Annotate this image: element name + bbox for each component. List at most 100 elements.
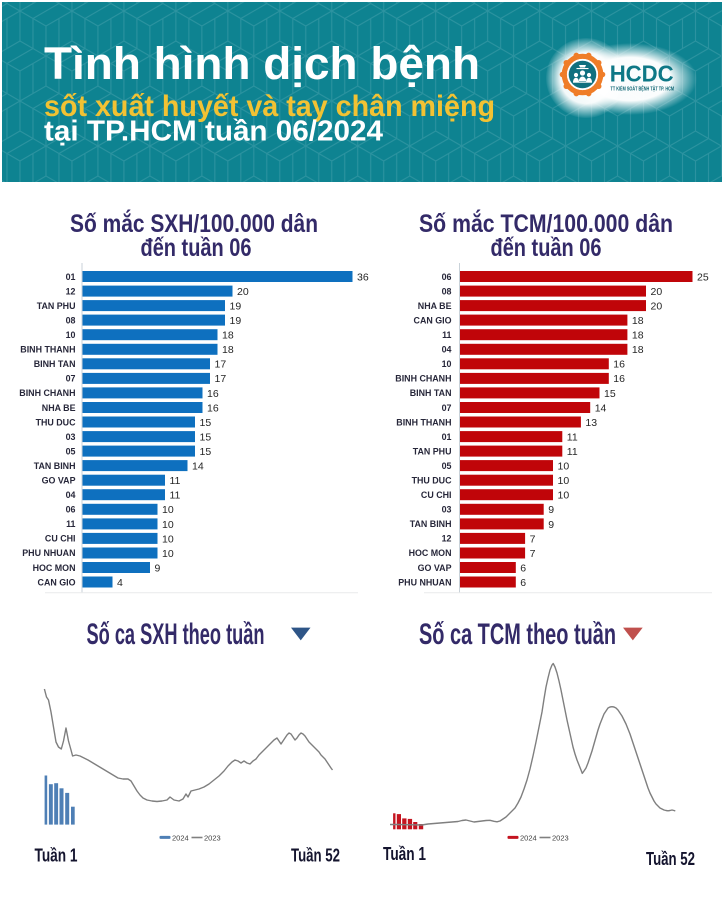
svg-text:GO VAP: GO VAP xyxy=(418,563,452,573)
svg-text:đến tuần 06: đến tuần 06 xyxy=(141,234,252,262)
svg-text:10: 10 xyxy=(558,490,570,502)
svg-text:BINH TAN: BINH TAN xyxy=(410,388,452,398)
svg-text:15: 15 xyxy=(200,417,212,429)
svg-text:NHA BE: NHA BE xyxy=(42,403,76,413)
svg-text:9: 9 xyxy=(548,519,554,531)
svg-text:9: 9 xyxy=(155,562,161,574)
svg-text:7: 7 xyxy=(530,533,536,545)
svg-text:PHU NHUAN: PHU NHUAN xyxy=(398,577,451,587)
svg-text:BINH THANH: BINH THANH xyxy=(396,417,451,427)
svg-text:HOC MON: HOC MON xyxy=(409,548,452,558)
svg-text:6: 6 xyxy=(520,562,526,574)
svg-text:16: 16 xyxy=(613,373,625,385)
svg-text:18: 18 xyxy=(632,344,644,356)
svg-text:2024: 2024 xyxy=(172,834,189,843)
svg-text:15: 15 xyxy=(200,431,212,443)
svg-text:CAN GIO: CAN GIO xyxy=(414,315,452,325)
svg-text:Số ca TCM theo tuần: Số ca TCM theo tuần xyxy=(419,618,616,651)
svg-text:12: 12 xyxy=(442,534,452,544)
svg-text:01: 01 xyxy=(442,432,452,442)
svg-text:10: 10 xyxy=(558,475,570,487)
svg-text:19: 19 xyxy=(230,315,242,327)
svg-text:15: 15 xyxy=(604,388,616,400)
svg-text:Tuần 1: Tuần 1 xyxy=(35,846,78,866)
svg-text:Số ca SXH theo tuần: Số ca SXH theo tuần xyxy=(87,618,265,651)
svg-text:CU CHI: CU CHI xyxy=(45,534,76,544)
svg-text:BINH CHANH: BINH CHANH xyxy=(19,388,75,398)
svg-text:GO VAP: GO VAP xyxy=(42,476,76,486)
svg-text:18: 18 xyxy=(632,315,644,327)
svg-text:BINH TAN: BINH TAN xyxy=(34,359,76,369)
svg-text:01: 01 xyxy=(66,272,76,282)
svg-text:HCDC: HCDC xyxy=(610,61,674,87)
svg-text:05: 05 xyxy=(66,446,76,456)
svg-text:18: 18 xyxy=(222,330,234,342)
svg-text:tại TP.HCM tuần 06/2024: tại TP.HCM tuần 06/2024 xyxy=(44,116,383,148)
svg-text:16: 16 xyxy=(207,402,219,414)
svg-text:2023: 2023 xyxy=(204,834,221,843)
svg-text:06: 06 xyxy=(66,505,76,515)
svg-text:CU CHI: CU CHI xyxy=(421,490,452,500)
svg-text:NHA BE: NHA BE xyxy=(418,301,452,311)
svg-text:TAN BINH: TAN BINH xyxy=(410,519,452,529)
svg-text:04: 04 xyxy=(66,490,76,500)
svg-text:18: 18 xyxy=(222,344,234,356)
svg-text:03: 03 xyxy=(442,505,452,515)
svg-text:PHU NHUAN: PHU NHUAN xyxy=(22,548,75,558)
svg-text:14: 14 xyxy=(192,461,204,473)
svg-text:THU DUC: THU DUC xyxy=(412,476,453,486)
svg-text:13: 13 xyxy=(585,417,597,429)
svg-text:11: 11 xyxy=(170,475,181,487)
svg-text:36: 36 xyxy=(357,271,369,283)
svg-text:08: 08 xyxy=(442,286,452,296)
svg-text:BINH THANH: BINH THANH xyxy=(20,345,75,355)
svg-text:THU DUC: THU DUC xyxy=(36,417,77,427)
svg-text:14: 14 xyxy=(595,402,607,414)
svg-text:10: 10 xyxy=(162,533,174,545)
svg-text:16: 16 xyxy=(613,359,625,371)
svg-text:08: 08 xyxy=(66,315,76,325)
svg-text:11: 11 xyxy=(567,431,578,443)
svg-text:Tình hình dịch bệnh: Tình hình dịch bệnh xyxy=(44,38,480,89)
svg-text:11: 11 xyxy=(170,490,181,502)
svg-text:05: 05 xyxy=(442,461,452,471)
svg-text:đến tuần 06: đến tuần 06 xyxy=(491,234,602,262)
svg-text:20: 20 xyxy=(237,286,249,298)
svg-text:07: 07 xyxy=(442,403,452,413)
svg-text:06: 06 xyxy=(442,272,452,282)
svg-text:10: 10 xyxy=(442,359,452,369)
svg-text:TAN BINH: TAN BINH xyxy=(34,461,76,471)
svg-text:sốt xuất huyết và tay chân miệ: sốt xuất huyết và tay chân miệng xyxy=(44,90,495,123)
svg-text:07: 07 xyxy=(66,374,76,384)
svg-text:4: 4 xyxy=(117,577,123,589)
svg-text:20: 20 xyxy=(651,286,663,298)
svg-text:16: 16 xyxy=(207,388,219,400)
svg-text:Số mắc TCM/100.000 dân: Số mắc TCM/100.000 dân xyxy=(419,208,673,238)
svg-text:TAN PHU: TAN PHU xyxy=(37,301,76,311)
svg-text:10: 10 xyxy=(558,461,570,473)
svg-text:6: 6 xyxy=(520,577,526,589)
svg-text:10: 10 xyxy=(66,330,76,340)
svg-text:20: 20 xyxy=(651,301,663,313)
svg-text:7: 7 xyxy=(530,548,536,560)
svg-text:04: 04 xyxy=(442,345,452,355)
svg-text:TAN PHU: TAN PHU xyxy=(413,446,452,456)
svg-text:CAN GIO: CAN GIO xyxy=(38,577,76,587)
svg-text:10: 10 xyxy=(162,548,174,560)
svg-text:Tuần 52: Tuần 52 xyxy=(291,846,340,866)
svg-text:Tuần 1: Tuần 1 xyxy=(383,844,426,864)
svg-text:Tuần 52: Tuần 52 xyxy=(646,849,695,869)
svg-text:12: 12 xyxy=(66,286,76,296)
svg-text:17: 17 xyxy=(215,373,227,385)
svg-text:15: 15 xyxy=(200,446,212,458)
svg-text:TT KIỂM SOÁT BỆNH TẬT TP. HCM: TT KIỂM SOÁT BỆNH TẬT TP. HCM xyxy=(611,84,675,92)
svg-text:10: 10 xyxy=(162,519,174,531)
svg-text:17: 17 xyxy=(215,359,227,371)
svg-text:9: 9 xyxy=(548,504,554,516)
svg-text:2024: 2024 xyxy=(520,834,537,843)
svg-text:10: 10 xyxy=(162,504,174,516)
svg-text:03: 03 xyxy=(66,432,76,442)
svg-text:25: 25 xyxy=(697,271,709,283)
svg-text:11: 11 xyxy=(567,446,578,458)
svg-text:11: 11 xyxy=(66,519,75,529)
